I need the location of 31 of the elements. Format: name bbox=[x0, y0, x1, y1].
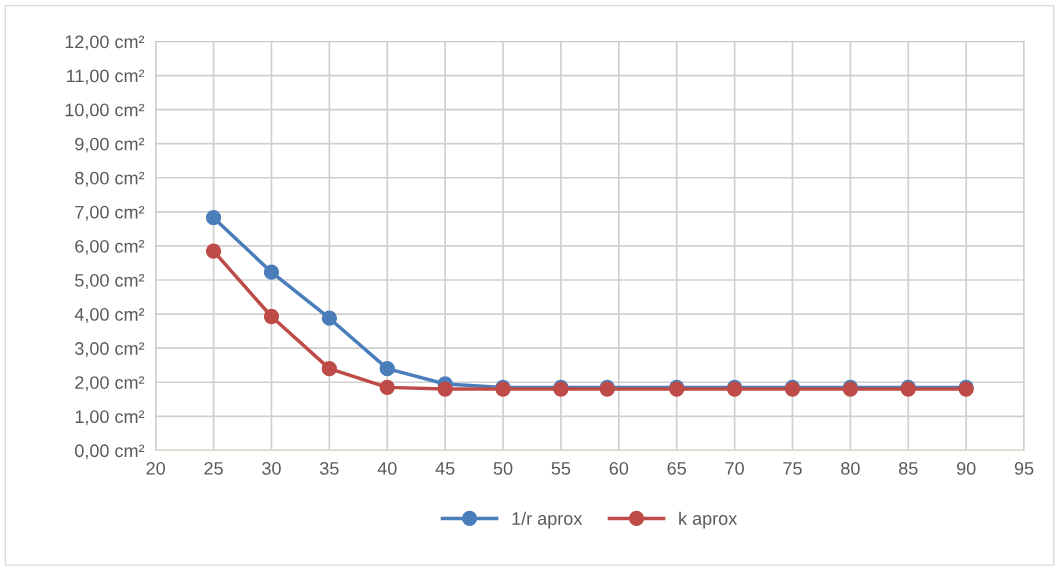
x-tick-label: 25 bbox=[204, 462, 223, 475]
y-tick-label: 10,00 cm² bbox=[65, 103, 145, 119]
y-tick-label: 8,00 cm² bbox=[75, 171, 145, 187]
x-tick-label: 65 bbox=[667, 462, 686, 475]
x-tick-label: 80 bbox=[841, 462, 860, 475]
x-tick-label: 40 bbox=[377, 462, 397, 475]
x-tick-label: 20 bbox=[146, 462, 166, 475]
x-tick-label: 45 bbox=[435, 462, 455, 475]
legend-label: k aprox bbox=[679, 511, 738, 529]
legend-label: 1/r aprox bbox=[512, 511, 583, 529]
x-tick-label: 60 bbox=[609, 462, 629, 475]
x-tick-label: 50 bbox=[493, 462, 513, 475]
y-tick-label: 4,00 cm² bbox=[74, 308, 145, 323]
x-tick-label: 30 bbox=[262, 462, 281, 475]
y-tick-label: 2,00 cm² bbox=[75, 376, 145, 392]
x-tick-label: 75 bbox=[783, 462, 802, 475]
y-tick-label: 0,00 cm² bbox=[75, 444, 145, 460]
x-tick-label: 55 bbox=[551, 462, 571, 475]
y-tick-label: 6,00 cm² bbox=[75, 239, 145, 255]
x-tick-label: 85 bbox=[899, 462, 918, 475]
y-tick-label: 3,00 cm² bbox=[75, 342, 145, 358]
x-tick-label: 35 bbox=[320, 462, 339, 475]
x-tick-label: 90 bbox=[956, 462, 976, 475]
y-tick-label: 11,00 cm² bbox=[67, 69, 145, 85]
y-tick-label: 12,00 cm² bbox=[65, 35, 145, 51]
y-tick-label: 5,00 cm² bbox=[75, 273, 145, 289]
x-tick-label: 70 bbox=[725, 462, 744, 475]
x-tick-label: 95 bbox=[1014, 462, 1034, 475]
y-tick-label: 9,00 cm² bbox=[75, 137, 145, 153]
y-tick-label: 7,00 cm² bbox=[75, 205, 145, 221]
y-tick-label: 1,00 cm² bbox=[75, 410, 145, 426]
